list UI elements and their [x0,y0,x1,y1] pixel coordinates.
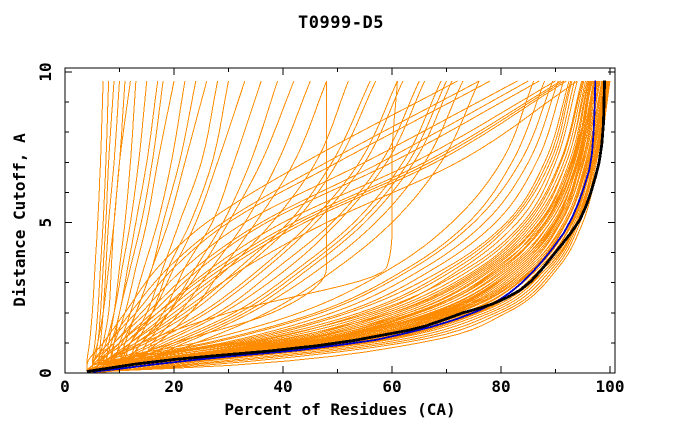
model-curve [92,80,601,373]
x-tick-label-80: 80 [491,377,510,396]
model-curve [102,81,328,373]
model-curve [103,80,595,373]
model-curve [86,80,583,373]
model-curve [97,80,564,373]
model-curves-group [86,80,611,373]
model-curve [97,80,311,373]
model-curve [97,80,159,373]
model-curve [91,80,110,373]
model-curve [97,80,592,373]
model-curve [91,80,535,373]
model-curve [91,80,540,373]
model-curve [103,80,328,373]
model-curve [86,80,115,373]
model-curve [92,80,420,373]
model-curve [91,80,131,373]
model-curve [86,80,398,373]
x-tick-label-100: 100 [596,377,625,396]
model-curve [97,80,562,373]
model-curve [86,80,585,373]
model-curve [102,80,398,373]
model-curve [86,80,426,373]
model-curve [91,80,491,373]
plot-border [64,67,616,374]
model-curve [92,80,186,373]
chart-title: T0999-D5 [298,13,384,33]
x-tick-label-40: 40 [273,377,292,396]
model-curve [92,80,600,373]
model-curve [97,80,570,373]
model-curve [102,80,164,373]
model-curve [92,80,597,373]
model-curve [86,80,279,373]
highlight-curve-blue [92,80,597,373]
model-curve [97,80,584,373]
model-curve [86,80,588,373]
model-curve [91,80,529,373]
model-curve [97,80,590,373]
model-curve [102,80,442,373]
model-curve [91,80,559,373]
model-curve [86,80,458,373]
model-curve [91,80,148,373]
model-curve [97,80,591,373]
model-curve [86,80,104,373]
model-curve [86,80,589,373]
plot-frame [64,67,616,374]
model-curve [86,80,137,373]
y-axis-label: Distance Cutoff, A [10,133,29,307]
model-curve [86,80,573,373]
model-curve [102,80,578,373]
model-curve [86,80,572,373]
model-curve [97,80,591,373]
x-axis-label: Percent of Residues (CA) [224,400,455,419]
model-curve [86,80,349,373]
model-curve [97,80,197,373]
x-tick-label-20: 20 [164,377,183,396]
model-curve [97,80,556,373]
y-tick-label-0: 0 [36,368,55,378]
model-curve [91,80,576,373]
model-curve [103,80,453,373]
model-curve [86,80,464,373]
model-curve [86,80,518,373]
model-curve [102,80,565,373]
model-curve [92,80,598,373]
model-curve [86,80,567,373]
model-curve [97,80,480,373]
model-curve [92,80,295,373]
model-curve [91,80,480,373]
model-curve [86,80,546,373]
model-curve [103,80,262,373]
model-curve [97,80,404,373]
x-tick-label-0: 0 [60,377,70,396]
model-curve [102,80,208,373]
model-curve [92,80,595,373]
y-tick-label-10: 10 [36,62,55,81]
x-tick-label-60: 60 [382,377,401,396]
y-tick-label-5: 5 [36,218,55,228]
model-curve [86,80,554,373]
model-curve [91,80,120,373]
tick-labels-group: 0 20 40 60 80 100 0 5 10 [36,62,624,396]
model-curve [91,80,371,373]
highlight-curve-black [86,80,606,373]
model-curve [92,80,377,373]
